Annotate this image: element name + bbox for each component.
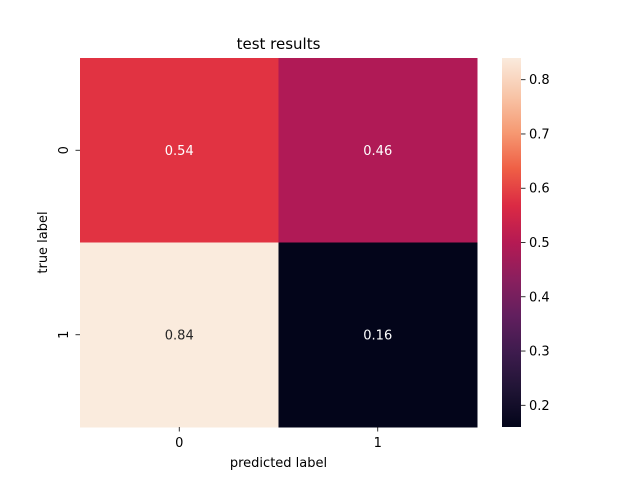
colorbar-tick-label: 0.2 — [529, 399, 550, 414]
cell-annotation-1-0: 0.84 — [165, 328, 194, 343]
colorbar — [502, 58, 521, 427]
colorbar-tick-label: 0.3 — [529, 345, 550, 360]
heatmap-cell-0-1 — [278, 58, 478, 243]
colorbar-tick-label: 0.4 — [529, 290, 550, 305]
cell-annotations: 0.54 0.46 0.84 0.16 — [165, 144, 392, 344]
heatmap-cells — [80, 58, 478, 428]
chart-title: test results — [237, 35, 321, 53]
colorbar-tick-label: 0.7 — [529, 127, 550, 142]
y-axis-ticks: 01 — [57, 146, 80, 339]
colorbar-tick-label: 0.6 — [529, 182, 550, 197]
cell-annotation-0-1: 0.46 — [363, 144, 392, 159]
y-axis-label: true label — [36, 211, 51, 273]
cell-annotation-1-1: 0.16 — [363, 328, 392, 343]
colorbar-ticks: 0.2 0.3 0.4 0.5 0.6 0.7 0.8 — [521, 73, 550, 414]
heatmap-cell-1-0 — [80, 242, 279, 428]
x-tick-label: 0 — [175, 436, 183, 451]
cell-annotation-0-0: 0.54 — [165, 144, 194, 159]
x-axis-label: predicted label — [230, 456, 327, 471]
x-tick-label: 1 — [374, 436, 382, 451]
y-tick-label: 1 — [57, 331, 72, 339]
heatmap-cell-1-1 — [278, 242, 478, 428]
colorbar-tick-label: 0.8 — [529, 73, 550, 88]
y-tick-label: 0 — [57, 146, 72, 154]
colorbar-tick-label: 0.5 — [529, 236, 550, 251]
heatmap-cell-0-0 — [80, 58, 279, 243]
